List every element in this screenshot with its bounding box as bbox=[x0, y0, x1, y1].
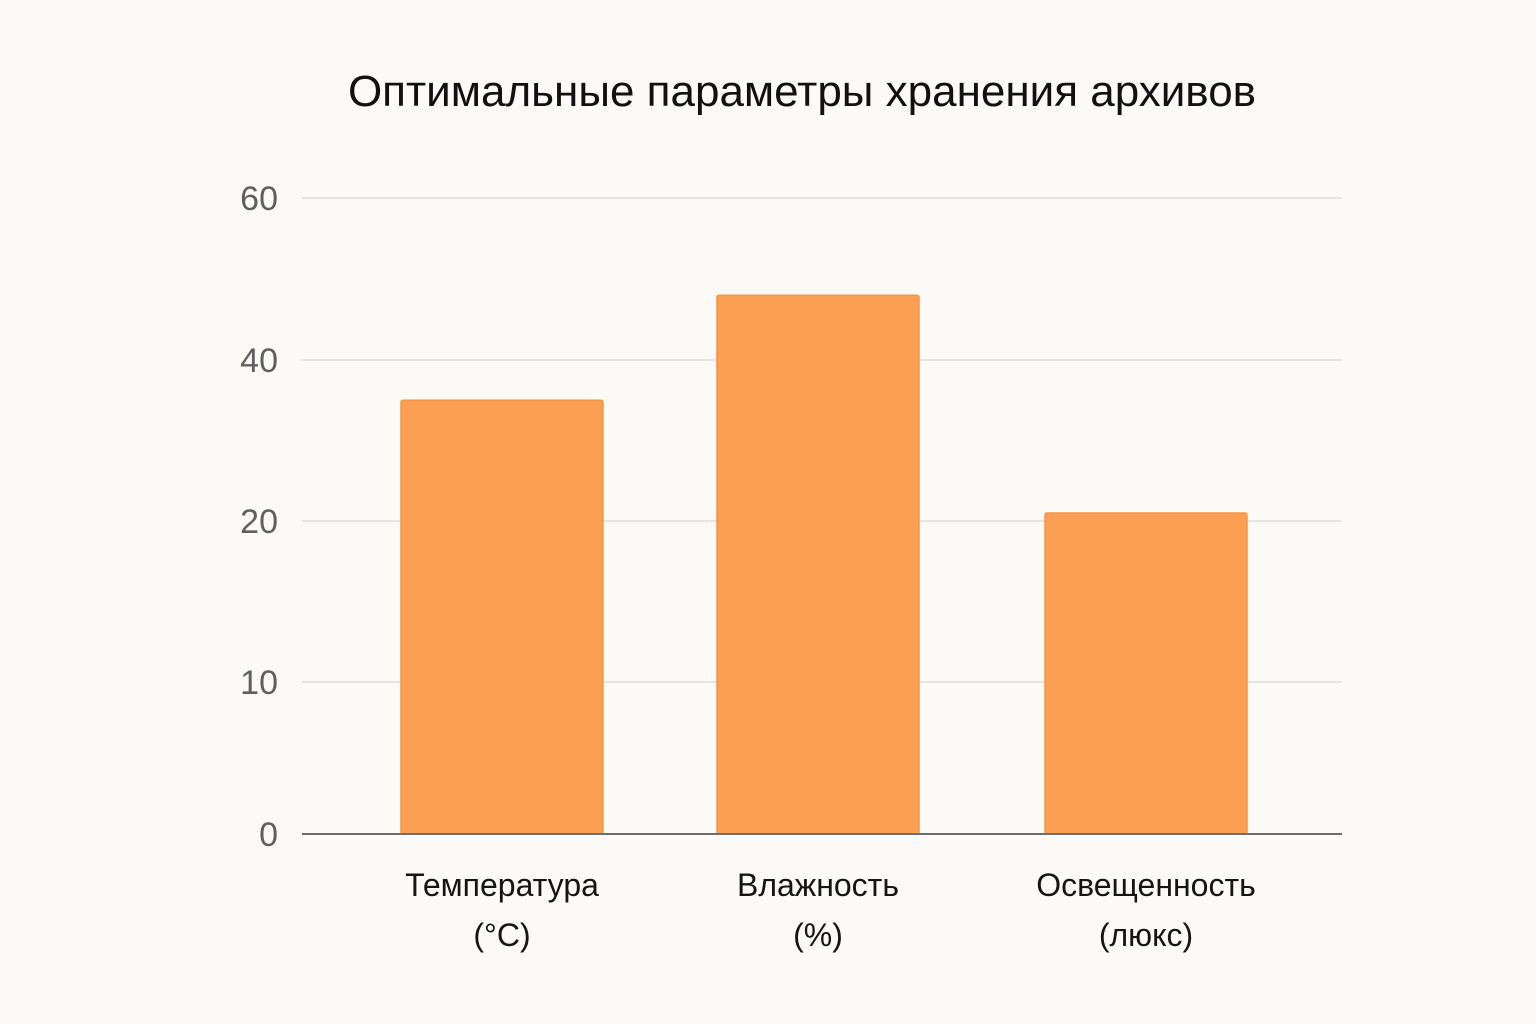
x-category-label-line: Освещенность bbox=[1036, 867, 1256, 903]
x-category-label-line: Влажность bbox=[737, 867, 899, 903]
x-category-label-line: (%) bbox=[793, 917, 843, 953]
bar bbox=[1044, 512, 1248, 835]
bar bbox=[400, 399, 604, 835]
x-category-label-line: (°C) bbox=[473, 917, 530, 953]
x-category-label: Влажность (%) bbox=[737, 867, 899, 953]
x-category-label-line: (люкс) bbox=[1099, 917, 1193, 953]
bars bbox=[400, 294, 1248, 835]
bar bbox=[716, 294, 920, 835]
x-category-label: Температура (°C) bbox=[405, 867, 599, 953]
y-tick-label: 10 bbox=[240, 664, 278, 702]
y-tick-label: 20 bbox=[240, 503, 278, 541]
y-tick-labels: 0 10 20 40 60 bbox=[240, 180, 278, 854]
x-category-labels: Температура (°C) Влажность (%) Освещенность (… bbox=[405, 867, 1256, 953]
y-tick-label: 0 bbox=[259, 816, 278, 854]
y-tick-label: 60 bbox=[240, 180, 278, 218]
y-tick-label: 40 bbox=[240, 342, 278, 380]
x-category-label-line: Температура bbox=[405, 867, 599, 903]
chart-title: Оптимальные параметры хранения архивов bbox=[348, 67, 1256, 116]
x-category-label: Освещенность (люкс) bbox=[1036, 867, 1256, 953]
